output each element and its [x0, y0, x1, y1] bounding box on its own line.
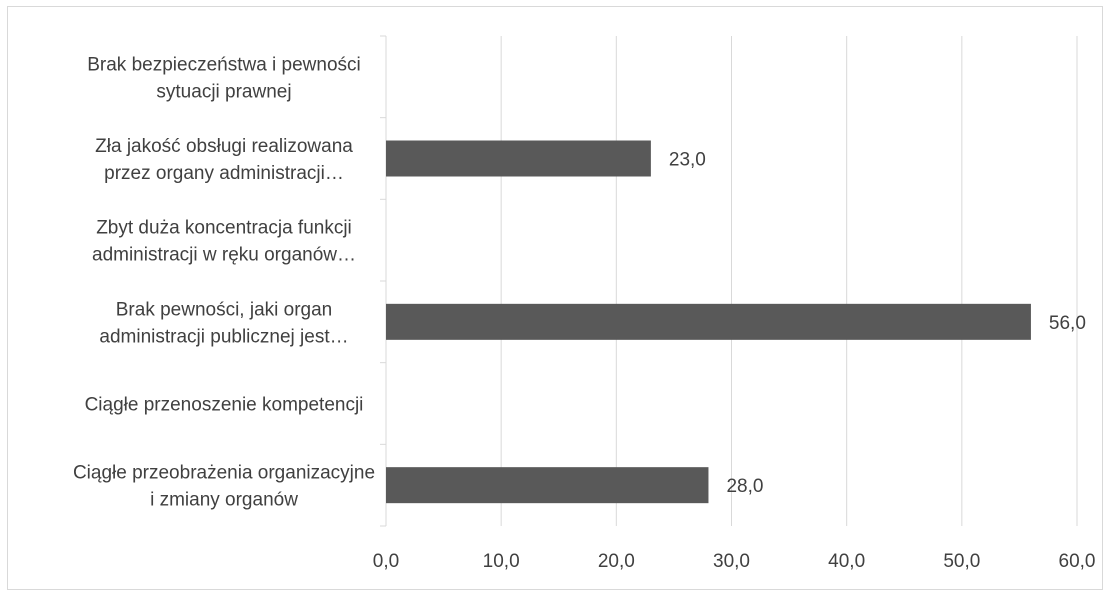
- category-label: Brak bezpieczeństwa i pewności: [87, 54, 361, 75]
- category-label: sytuacji prawnej: [156, 81, 291, 102]
- x-tick-label: 0,0: [373, 551, 399, 572]
- category-axis: [380, 35, 387, 527]
- category-label: Ciągłe przeobrażenia organizacyjne: [73, 463, 375, 484]
- data-label: 28,0: [726, 476, 763, 497]
- x-tick-labels: 0,0 10,0 20,0 30,0 40,0 50,0 60,0: [373, 551, 1096, 572]
- x-tick-label: 40,0: [828, 551, 865, 572]
- gridlines: [500, 36, 1078, 526]
- bar: [386, 303, 1031, 340]
- bars: [386, 140, 1031, 504]
- data-labels: 23,0 56,0 28,0: [669, 150, 1086, 498]
- category-label: administracji publicznej jest…: [99, 326, 348, 347]
- category-label: administracji w ręku organów…: [92, 245, 356, 266]
- category-labels: Brak bezpieczeństwa i pewności sytuacji p…: [73, 54, 375, 510]
- x-tick-label: 10,0: [483, 551, 520, 572]
- x-tick-label: 50,0: [943, 551, 980, 572]
- category-label: przez organy administracji…: [104, 163, 344, 184]
- category-label: Zbyt duża koncentracja funkcji: [96, 218, 352, 239]
- x-tick-label: 30,0: [713, 551, 750, 572]
- bar: [386, 467, 709, 504]
- x-tick-label: 60,0: [1059, 551, 1096, 572]
- data-label: 56,0: [1049, 313, 1086, 334]
- category-label: i zmiany organów: [150, 490, 298, 511]
- data-label: 23,0: [669, 150, 706, 171]
- bar: [386, 140, 651, 177]
- category-label: Zła jakość obsługi realizowana: [95, 136, 353, 157]
- x-tick-label: 20,0: [598, 551, 635, 572]
- category-label: Brak pewności, jaki organ: [116, 299, 333, 320]
- category-label: Ciągłe przenoszenie kompetencji: [85, 395, 364, 416]
